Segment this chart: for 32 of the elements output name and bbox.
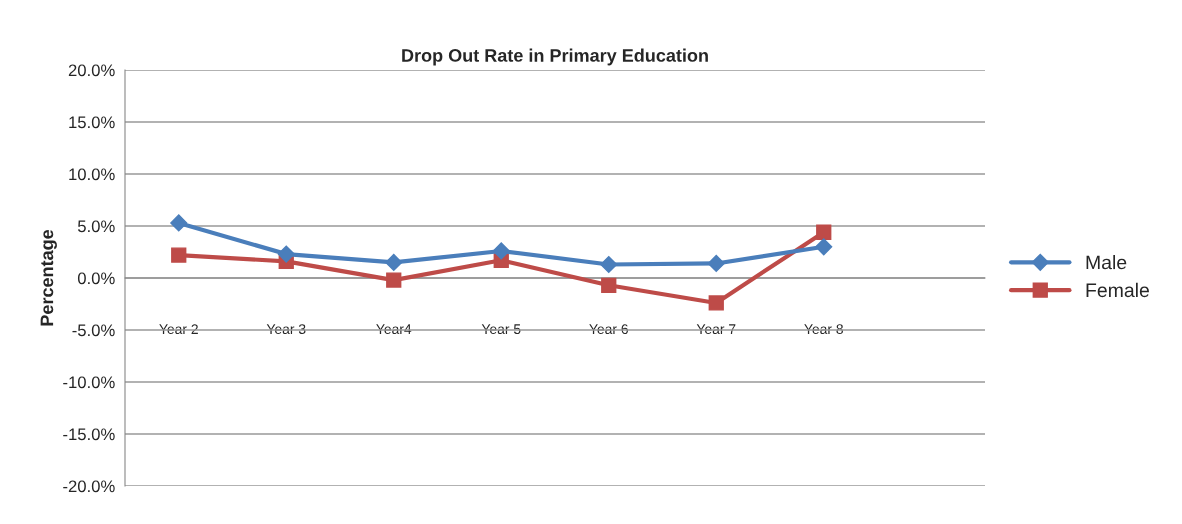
y-tick-label: -20.0% [63,480,115,493]
point [171,247,187,263]
x-tick-label: Year 5 [481,324,521,335]
point [386,272,402,288]
point [492,242,510,260]
x-tick-label: Year 6 [589,324,628,335]
x-tick-label: Year 7 [696,324,736,335]
x-tick-label: Year4 [376,324,412,335]
point [385,253,403,271]
y-tick-label: -15.0% [63,428,115,441]
x-tick-label: Year 3 [266,324,306,335]
y-tick-label: 15.0% [69,116,115,129]
point [601,277,617,293]
point [170,214,188,232]
chart-title: Drop Out Rate in Primary Education [402,48,708,66]
x-tick-label: Year 2 [159,324,198,335]
point [708,295,724,311]
point [815,238,833,256]
y-tick-label: 5.0% [77,220,115,233]
x-tick-label: Year 8 [804,324,843,335]
point [600,255,618,274]
legend-label: Female [1086,282,1149,298]
point [277,245,295,263]
y-axis-title: Percentage [40,229,57,326]
y-tick-label: -5.0% [72,324,115,337]
y-tick-label: 0.0% [77,272,115,285]
point [707,254,725,272]
point [816,224,832,240]
y-tick-label: 10.0% [69,168,115,181]
y-tick-label: 20.0% [68,64,115,77]
y-tick-label: -10.0% [63,376,115,389]
legend-label: Male [1086,255,1127,270]
